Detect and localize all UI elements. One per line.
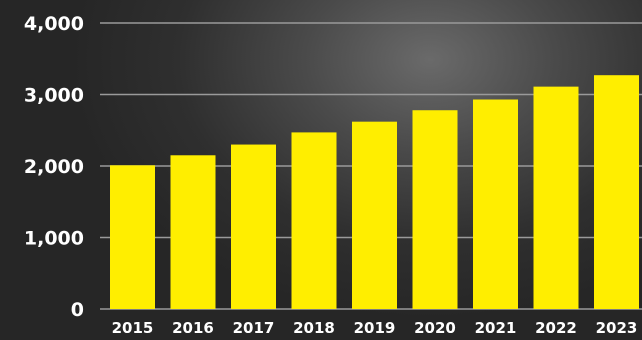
x-tick-label-2022: 2022 <box>535 319 577 337</box>
bar-2019 <box>352 121 397 309</box>
bar-2021 <box>473 99 518 309</box>
bar-2022 <box>533 86 579 309</box>
bar-2016 <box>170 155 216 309</box>
bar-2017 <box>231 144 276 309</box>
y-tick-label: 3,000 <box>24 85 84 107</box>
bar-2018 <box>291 132 337 309</box>
y-tick-label: 2,000 <box>24 156 84 178</box>
bar-2023 <box>594 75 639 309</box>
x-tick-label-2020: 2020 <box>414 319 456 337</box>
x-tick-label-2019: 2019 <box>354 319 396 337</box>
y-tick-label: 4,000 <box>24 13 84 35</box>
x-tick-label-2018: 2018 <box>293 319 335 337</box>
y-tick-label: 0 <box>71 299 84 321</box>
x-tick-label-2017: 2017 <box>233 319 275 337</box>
x-tick-label-2016: 2016 <box>172 319 214 337</box>
bar-2015 <box>110 165 155 309</box>
x-axis-ticks: 2015 2016 2017 2018 2019 2020 2021 2022 2023 <box>112 319 638 337</box>
x-tick-label-2023: 2023 <box>596 319 638 337</box>
y-tick-label: 1,000 <box>24 228 84 250</box>
bars <box>110 75 639 309</box>
y-axis-ticks: 0 1,000 2,000 3,000 4,000 <box>24 13 84 321</box>
x-tick-label-2021: 2021 <box>475 319 517 337</box>
x-tick-label-2015: 2015 <box>112 319 154 337</box>
bar-2020 <box>412 110 458 309</box>
